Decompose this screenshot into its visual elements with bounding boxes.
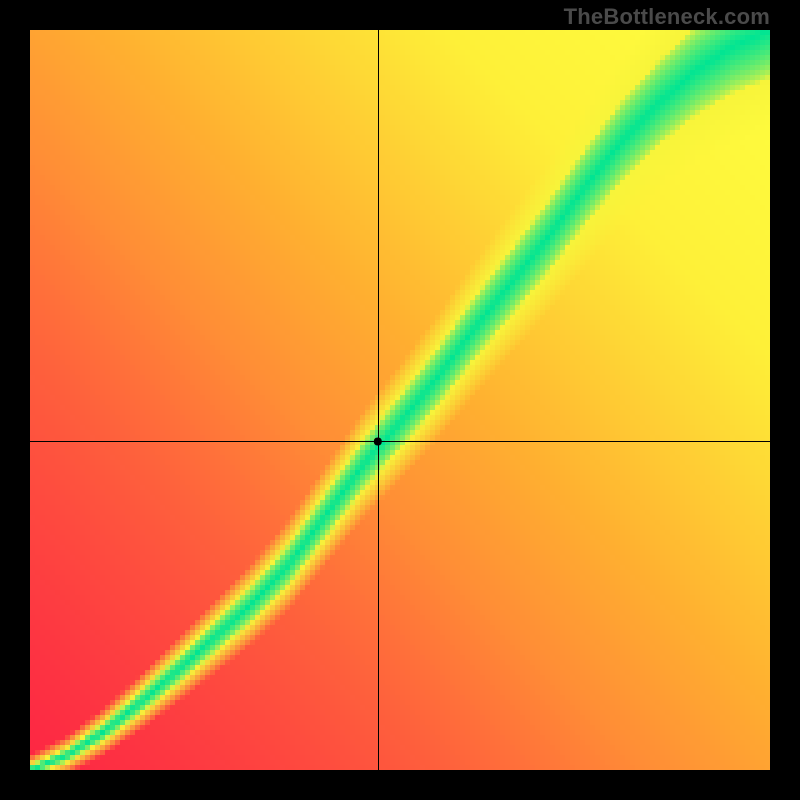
attribution-label: TheBottleneck.com	[564, 4, 770, 30]
plot-area	[30, 30, 770, 770]
chart-frame: TheBottleneck.com	[0, 0, 800, 800]
bottleneck-heatmap	[30, 30, 770, 770]
